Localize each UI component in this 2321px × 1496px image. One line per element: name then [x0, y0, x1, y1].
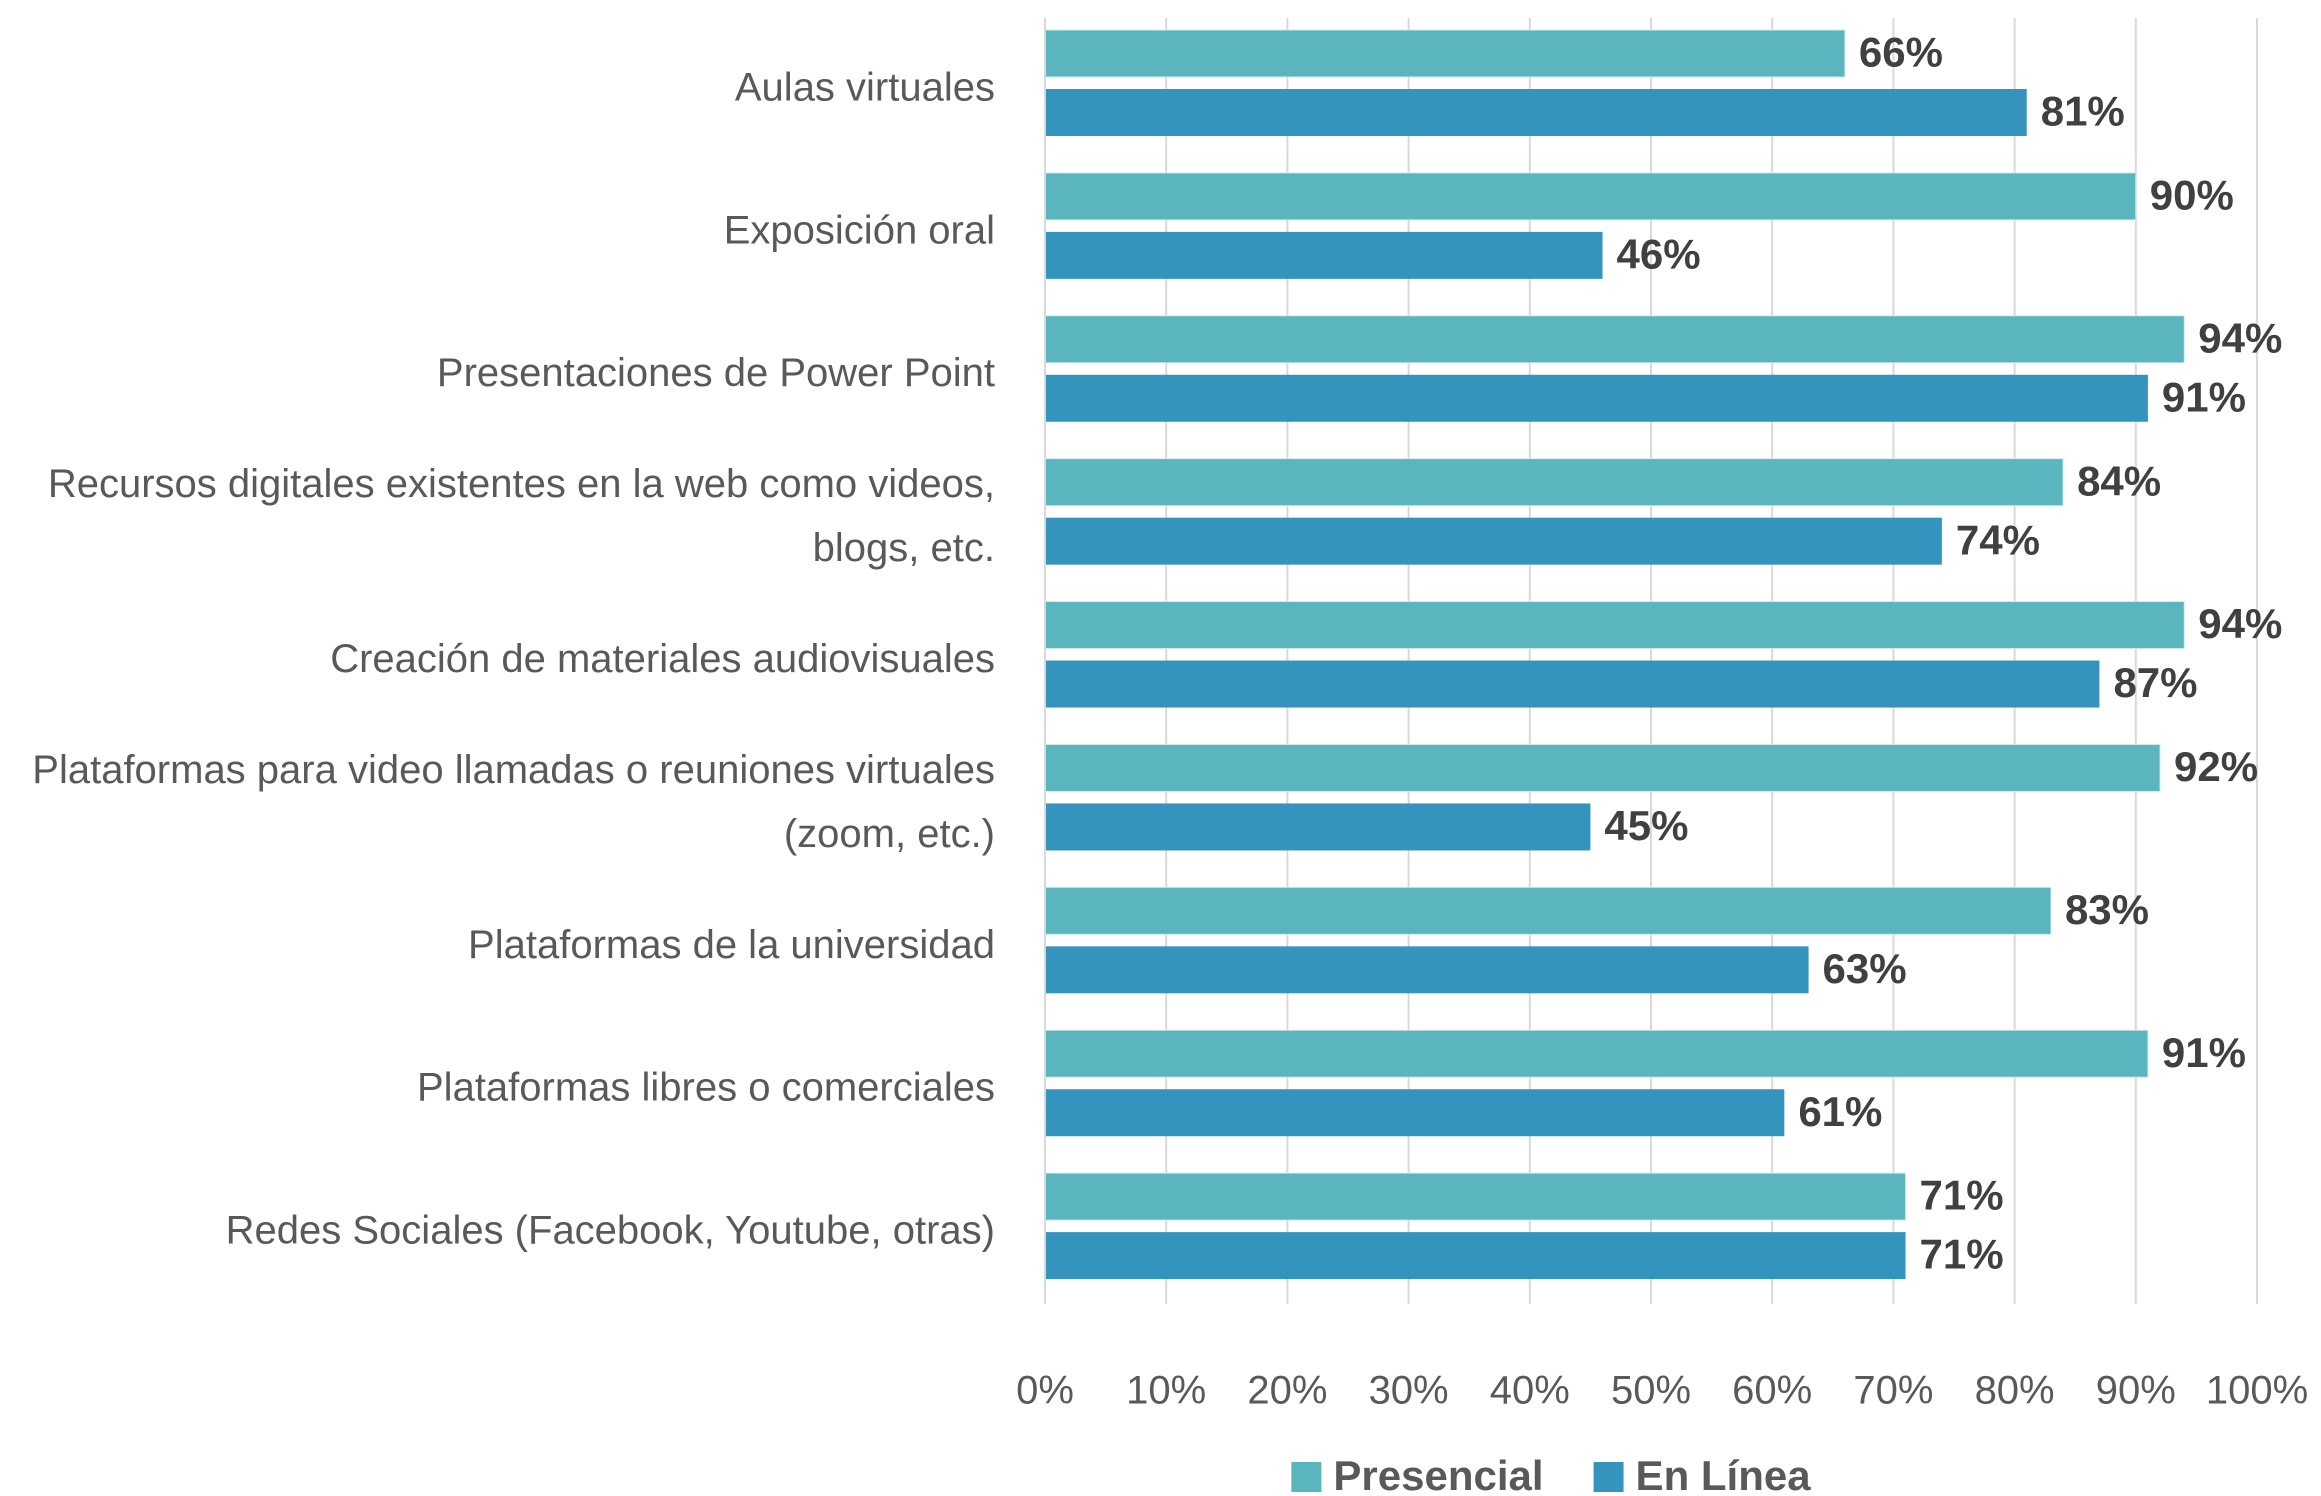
bar — [1044, 172, 2137, 221]
bar — [1045, 946, 1809, 994]
bar — [1045, 1089, 1785, 1137]
value-label: 46% — [1617, 230, 1701, 277]
bar — [1045, 374, 2148, 422]
category-label: Recursos digitales existentes en la web … — [48, 462, 995, 570]
x-tick-label: 40% — [1490, 1369, 1570, 1413]
x-tick-label: 90% — [2096, 1369, 2176, 1413]
x-tick-label: 30% — [1369, 1369, 1449, 1413]
value-label: 94% — [2198, 314, 2282, 361]
value-label: 90% — [2150, 171, 2234, 218]
value-label: 94% — [2198, 600, 2282, 647]
value-label: 87% — [2113, 659, 2197, 706]
value-label: 45% — [1604, 802, 1688, 849]
bar — [1044, 601, 2185, 650]
legend-swatch — [1291, 1462, 1322, 1492]
value-label: 66% — [1859, 29, 1943, 76]
bar — [1044, 1029, 2149, 1078]
bar — [1045, 231, 1603, 279]
legend-label: En Línea — [1636, 1452, 1812, 1496]
legend-label: Presencial — [1333, 1452, 1543, 1496]
bar — [1045, 803, 1591, 851]
category-label: Presentaciones de Power Point — [437, 351, 995, 395]
category-label: Plataformas para video llamadas o reunio… — [32, 747, 995, 855]
bar — [1044, 29, 1846, 78]
value-label: 74% — [1956, 516, 2040, 563]
x-tick-label: 60% — [1732, 1369, 1812, 1413]
bar — [1044, 458, 2064, 507]
value-label: 84% — [2077, 457, 2161, 504]
value-label: 71% — [1920, 1172, 2004, 1219]
bar — [1044, 743, 2161, 792]
category-label: Aulas virtuales — [735, 65, 995, 109]
x-tick-label: 10% — [1126, 1369, 1206, 1413]
bar — [1044, 886, 2052, 935]
x-tick-label: 20% — [1247, 1369, 1327, 1413]
category-label: Plataformas de la universidad — [468, 922, 995, 966]
x-tick-label: 100% — [2206, 1369, 2308, 1413]
x-tick-label: 50% — [1611, 1369, 1691, 1413]
x-tick-label: 80% — [1975, 1369, 2055, 1413]
bar — [1045, 89, 2027, 136]
category-label: Plataformas libres o comerciales — [417, 1065, 995, 1109]
value-label: 91% — [2162, 373, 2246, 420]
value-label: 81% — [2041, 88, 2125, 135]
legend: Presencial En Línea — [1291, 1452, 1811, 1496]
value-label: 71% — [1920, 1231, 2004, 1278]
value-label: 92% — [2174, 743, 2258, 790]
category-label: Exposición oral — [724, 208, 995, 252]
value-label: 63% — [1823, 945, 1907, 992]
bar — [1045, 660, 2100, 708]
value-label: 61% — [1798, 1088, 1882, 1135]
value-label: 83% — [2065, 886, 2149, 933]
bar — [1045, 1232, 1906, 1280]
value-label: 91% — [2162, 1029, 2246, 1076]
category-label: Creación de materiales audiovisuales — [330, 637, 995, 681]
legend-swatch — [1593, 1462, 1624, 1492]
category-label: Redes Sociales (Facebook, Youtube, otras… — [226, 1208, 995, 1252]
x-tick-label: 70% — [1853, 1369, 1933, 1413]
x-tick-label: 0% — [1016, 1369, 1074, 1413]
bar — [1044, 1172, 1907, 1221]
bar — [1045, 517, 1942, 565]
bar — [1044, 315, 2185, 364]
